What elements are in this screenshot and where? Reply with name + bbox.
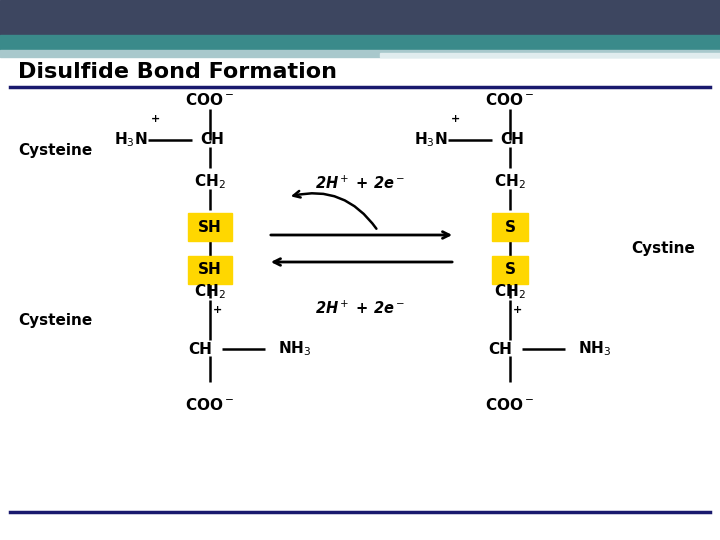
Text: CH$_2$: CH$_2$ <box>494 173 526 191</box>
Bar <box>0 50 720 57</box>
Text: S: S <box>505 262 516 278</box>
Text: CH: CH <box>200 132 224 147</box>
Text: H$_3$N: H$_3$N <box>415 131 448 150</box>
Bar <box>0 35 720 50</box>
Text: S: S <box>505 219 516 234</box>
Bar <box>492 256 528 284</box>
Bar <box>188 213 232 241</box>
Text: NH$_3$: NH$_3$ <box>278 340 311 359</box>
Text: SH: SH <box>198 262 222 278</box>
Text: CH: CH <box>188 341 212 356</box>
Text: Cystine: Cystine <box>631 241 695 256</box>
Text: Disulfide Bond Formation: Disulfide Bond Formation <box>18 62 337 82</box>
Text: Cysteine: Cysteine <box>18 313 92 327</box>
Text: CH$_2$: CH$_2$ <box>194 282 226 301</box>
Bar <box>0 0 720 35</box>
Text: +: + <box>513 305 523 315</box>
Bar <box>380 53 720 57</box>
Text: 2H$^+$ + 2e$^-$: 2H$^+$ + 2e$^-$ <box>315 300 405 318</box>
Text: +: + <box>451 114 459 124</box>
Text: SH: SH <box>198 219 222 234</box>
Text: COO$^-$: COO$^-$ <box>485 397 534 413</box>
Text: Cysteine: Cysteine <box>18 143 92 158</box>
Text: H$_3$N: H$_3$N <box>114 131 148 150</box>
Text: CH: CH <box>500 132 524 147</box>
Text: COO$^-$: COO$^-$ <box>186 92 235 108</box>
Text: COO$^-$: COO$^-$ <box>186 397 235 413</box>
Text: 2H$^+$ + 2e$^-$: 2H$^+$ + 2e$^-$ <box>315 175 405 192</box>
Text: CH: CH <box>488 341 512 356</box>
Text: COO$^-$: COO$^-$ <box>485 92 534 108</box>
Text: CH$_2$: CH$_2$ <box>194 173 226 191</box>
Bar <box>188 256 232 284</box>
Text: +: + <box>150 114 160 124</box>
Text: CH$_2$: CH$_2$ <box>494 282 526 301</box>
Bar <box>492 213 528 241</box>
Text: NH$_3$: NH$_3$ <box>578 340 611 359</box>
Text: +: + <box>213 305 222 315</box>
